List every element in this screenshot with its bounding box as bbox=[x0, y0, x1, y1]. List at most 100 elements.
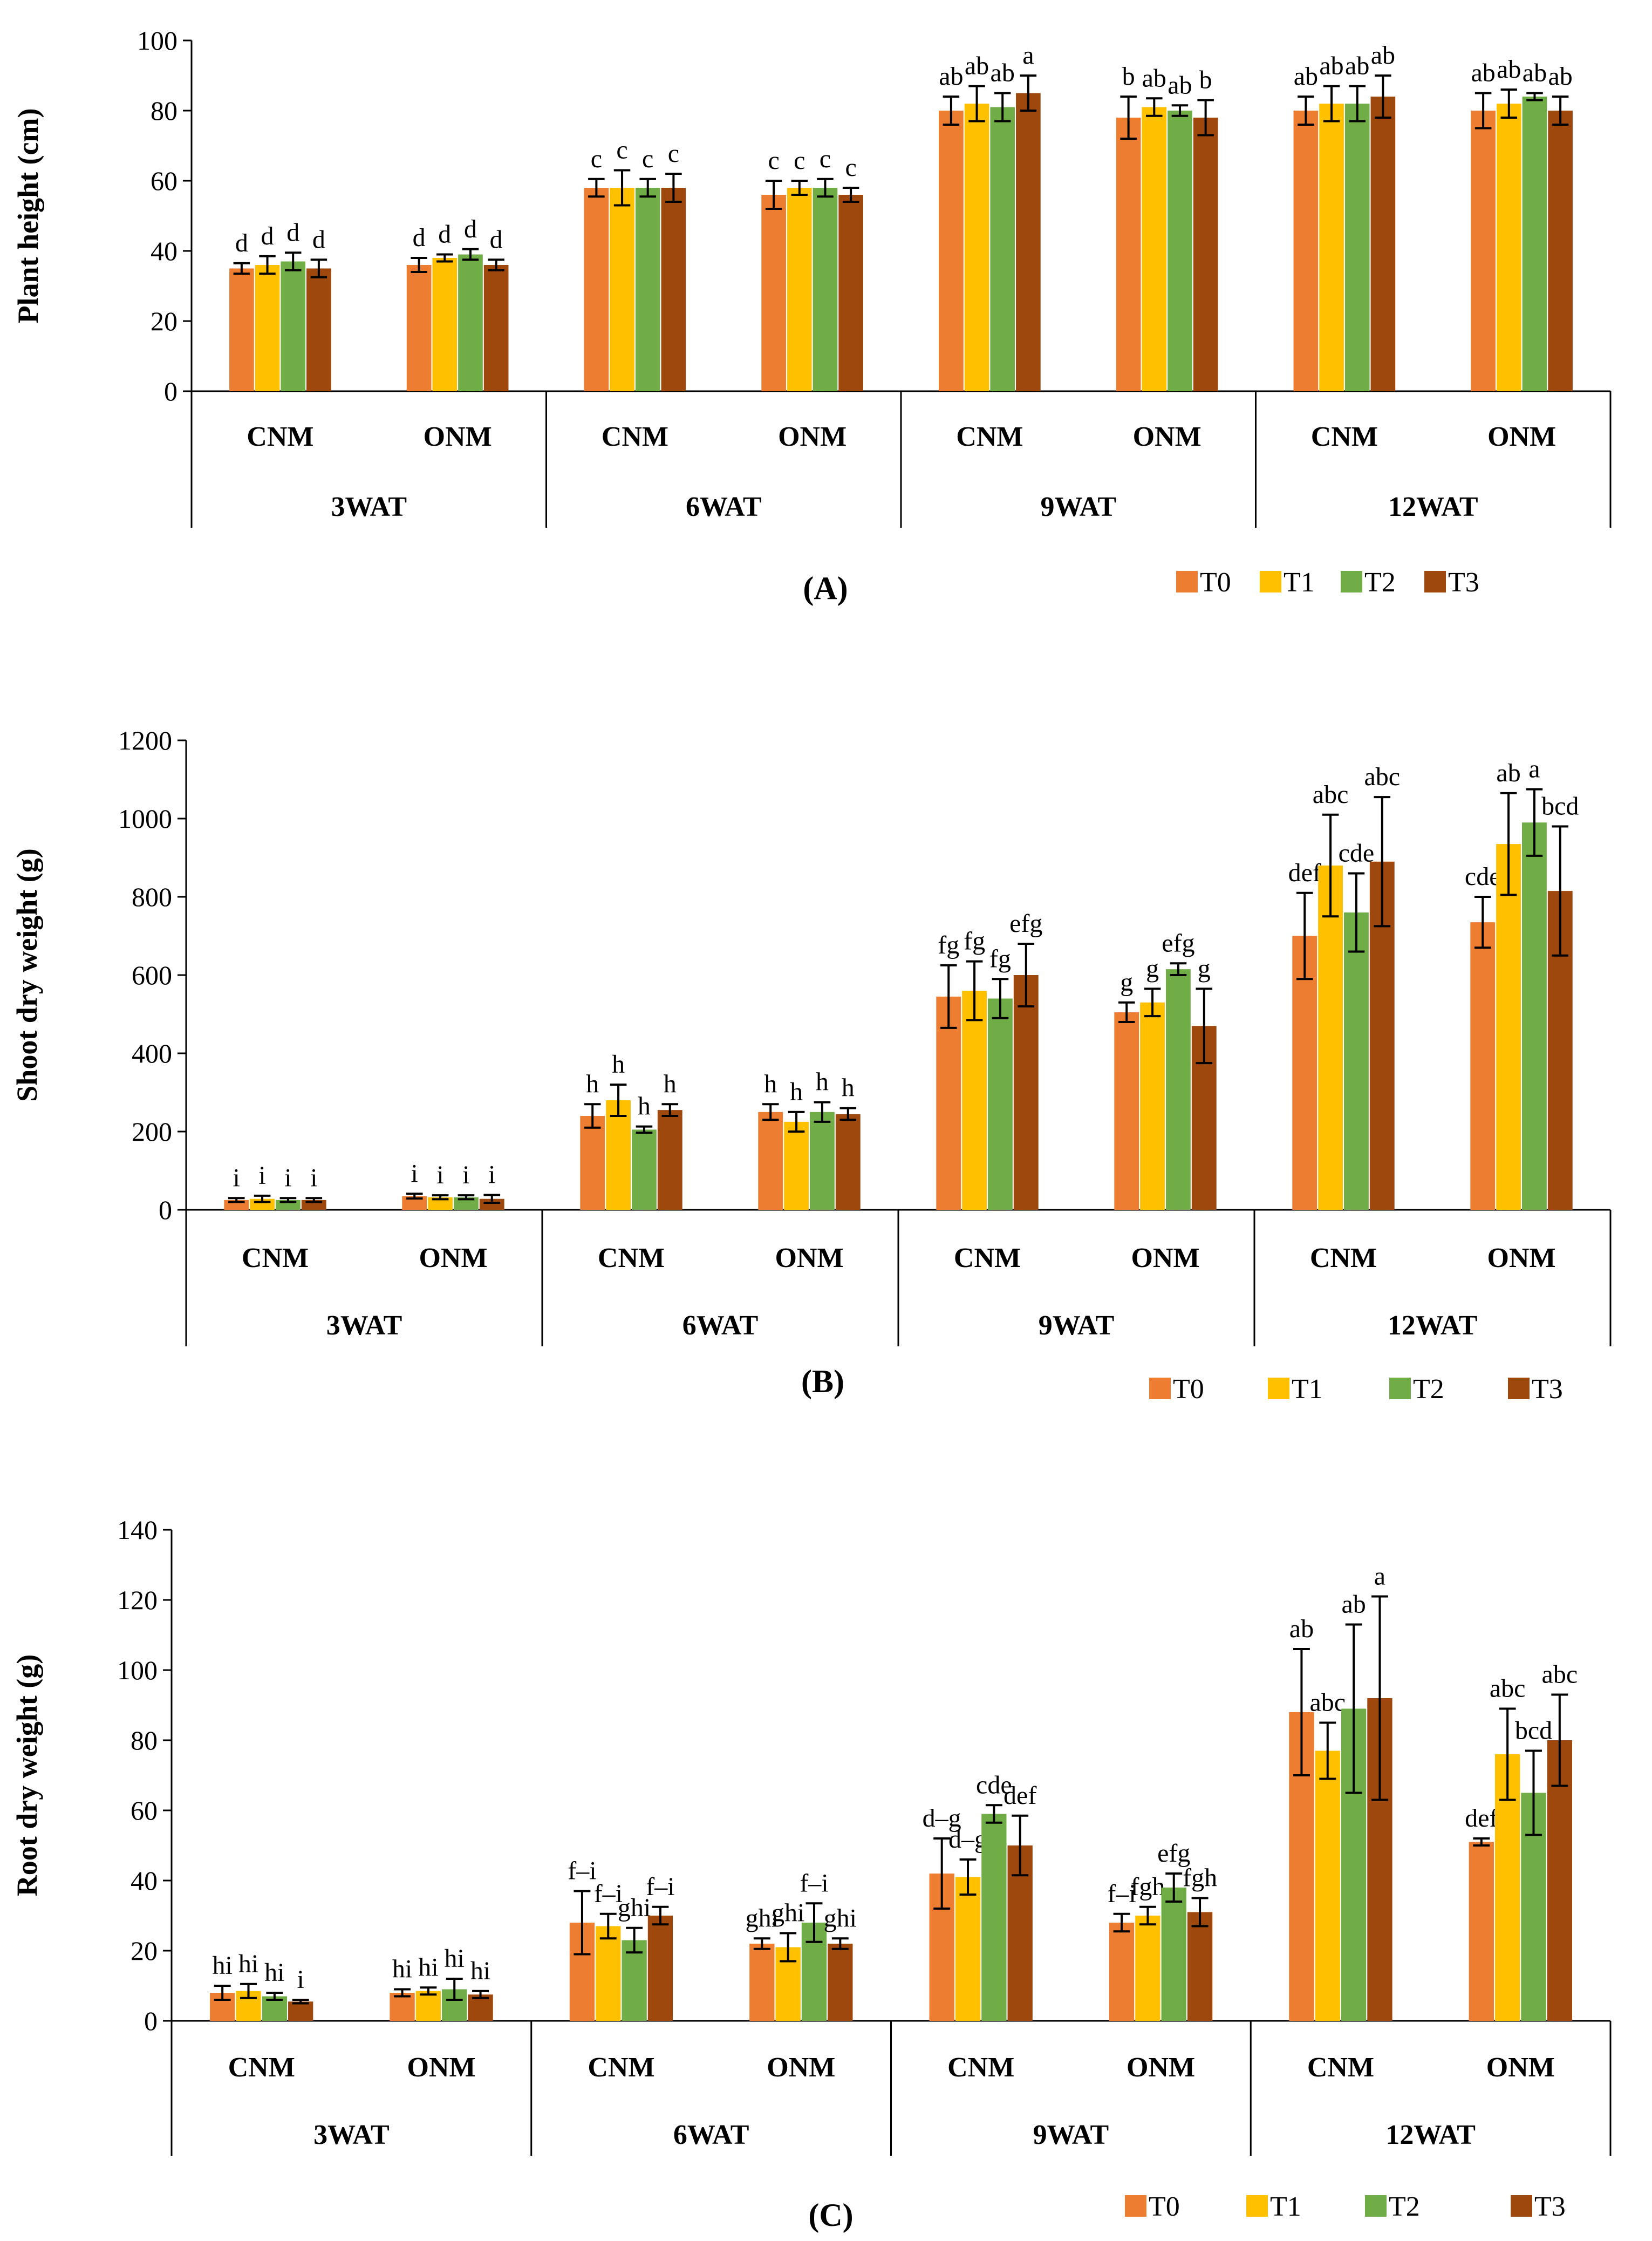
x-subcategory-label: CNM bbox=[247, 421, 313, 452]
significance-label: d bbox=[464, 215, 477, 243]
bar-t1 bbox=[784, 1121, 809, 1210]
significance-label: efg bbox=[1009, 909, 1042, 938]
significance-label: ab bbox=[1142, 64, 1166, 92]
x-subcategory-label: ONM bbox=[1487, 1243, 1555, 1273]
bar-t3 bbox=[835, 1114, 861, 1210]
bar-t1 bbox=[1315, 1750, 1340, 2021]
significance-label: d–g bbox=[923, 1804, 961, 1833]
x-subcategory-label: CNM bbox=[602, 421, 668, 452]
x-group-label: 12WAT bbox=[1388, 492, 1478, 522]
significance-label: i bbox=[436, 1161, 443, 1189]
bar-t0 bbox=[1470, 922, 1496, 1210]
x-subcategory-label: ONM bbox=[419, 1243, 487, 1273]
bar-t3 bbox=[657, 1110, 682, 1210]
bar-t3 bbox=[1016, 93, 1041, 391]
x-subcategory-label: ONM bbox=[407, 2052, 476, 2083]
panel-label: (C) bbox=[808, 2197, 853, 2233]
legend-swatch-t3 bbox=[1508, 1378, 1530, 1399]
significance-label: ab bbox=[1496, 759, 1520, 787]
bar-t0 bbox=[1469, 1842, 1494, 2021]
y-tick-label: 1200 bbox=[118, 725, 172, 755]
x-group-label: 12WAT bbox=[1385, 2120, 1476, 2150]
bar-t1 bbox=[964, 104, 989, 391]
significance-label: fgh bbox=[1183, 1864, 1217, 1892]
significance-label: ab bbox=[1548, 62, 1572, 91]
bar-t3 bbox=[838, 195, 863, 391]
bar-t0 bbox=[1293, 111, 1319, 391]
x-group-label: 6WAT bbox=[673, 2120, 749, 2150]
x-group-label: 3WAT bbox=[326, 1310, 402, 1341]
bar-t2 bbox=[810, 1112, 835, 1210]
bar-t1 bbox=[1496, 844, 1521, 1210]
significance-label: ab bbox=[965, 52, 989, 80]
significance-label: abc bbox=[1542, 1660, 1578, 1689]
significance-label: h bbox=[764, 1070, 777, 1098]
chart-panel-b: 0 200 400 600 800 1000 1200 Shoot dry weight (g… bbox=[11, 725, 1612, 1405]
significance-label: ab bbox=[1341, 1590, 1366, 1619]
significance-label: h bbox=[816, 1068, 829, 1096]
y-tick-label: 20 bbox=[131, 1936, 158, 1966]
y-tick-label: 20 bbox=[151, 306, 178, 336]
significance-label: i bbox=[297, 1965, 304, 1994]
bar-t1 bbox=[1142, 107, 1167, 391]
x-subcategory-label: ONM bbox=[1487, 421, 1556, 452]
significance-label: c bbox=[591, 145, 602, 173]
chart-panel-c: 0 20 40 60 80 100 120 140 Root dry weight (g) CNM… bbox=[11, 1515, 1612, 2233]
bar-t0 bbox=[584, 188, 609, 391]
bar-t2 bbox=[281, 261, 306, 391]
significance-label: c bbox=[642, 145, 653, 173]
significance-label: abc bbox=[1309, 1688, 1346, 1717]
significance-label: abc bbox=[1364, 762, 1400, 791]
bar-t1 bbox=[962, 991, 987, 1210]
bar-t3 bbox=[306, 268, 331, 391]
significance-label: h bbox=[638, 1092, 651, 1121]
bar-t1 bbox=[428, 1197, 453, 1210]
legend-label: T3 bbox=[1534, 2191, 1566, 2222]
significance-label: d bbox=[235, 229, 248, 257]
bar-t1 bbox=[610, 188, 634, 391]
legend-swatch-t1 bbox=[1268, 1378, 1289, 1399]
legend-label: T0 bbox=[1200, 567, 1231, 598]
bar-t0 bbox=[761, 195, 786, 391]
bar-t2 bbox=[1522, 97, 1547, 391]
significance-label: d bbox=[490, 225, 503, 254]
significance-label: i bbox=[284, 1163, 291, 1192]
bar-t2 bbox=[458, 254, 483, 391]
bar-t1 bbox=[1140, 1002, 1165, 1210]
y-tick-label: 60 bbox=[151, 166, 178, 196]
bar-t0 bbox=[1471, 111, 1496, 391]
bar-t3 bbox=[1370, 97, 1396, 391]
significance-label: def bbox=[1465, 1804, 1498, 1833]
significance-label: efg bbox=[1157, 1839, 1190, 1868]
significance-label: bcd bbox=[1541, 792, 1579, 821]
x-subcategory-label: CNM bbox=[956, 421, 1023, 452]
significance-label: i bbox=[411, 1159, 418, 1188]
legend-swatch-t2 bbox=[1341, 571, 1362, 592]
significance-label: f–i bbox=[1107, 1879, 1136, 1908]
bar-t1 bbox=[1496, 104, 1521, 391]
bar-t2 bbox=[635, 188, 660, 391]
significance-label: d–g bbox=[948, 1825, 987, 1854]
y-tick-label: 100 bbox=[137, 25, 178, 56]
y-tick-label: 800 bbox=[132, 882, 172, 912]
significance-label: i bbox=[488, 1160, 495, 1189]
significance-label: ab bbox=[1294, 62, 1318, 91]
significance-label: d bbox=[438, 220, 451, 249]
bar-t0 bbox=[939, 111, 964, 391]
bar-t1 bbox=[255, 265, 280, 391]
bar-t0 bbox=[1114, 1012, 1139, 1210]
significance-label: c bbox=[820, 145, 831, 173]
bar-t0 bbox=[406, 265, 432, 391]
bar-t0 bbox=[758, 1112, 783, 1210]
x-group-label: 9WAT bbox=[1033, 2120, 1109, 2150]
significance-label: b bbox=[1122, 62, 1135, 91]
legend-label: T0 bbox=[1173, 1374, 1204, 1405]
y-tick-label: 400 bbox=[132, 1038, 172, 1068]
x-subcategory-label: CNM bbox=[598, 1243, 665, 1273]
bar-t2 bbox=[1166, 969, 1191, 1210]
significance-label: abc bbox=[1313, 780, 1349, 809]
significance-label: f–i bbox=[568, 1857, 596, 1885]
legend-swatch-t2 bbox=[1365, 2195, 1387, 2217]
significance-label: c bbox=[668, 139, 679, 168]
x-subcategory-label: ONM bbox=[1127, 2052, 1195, 2083]
